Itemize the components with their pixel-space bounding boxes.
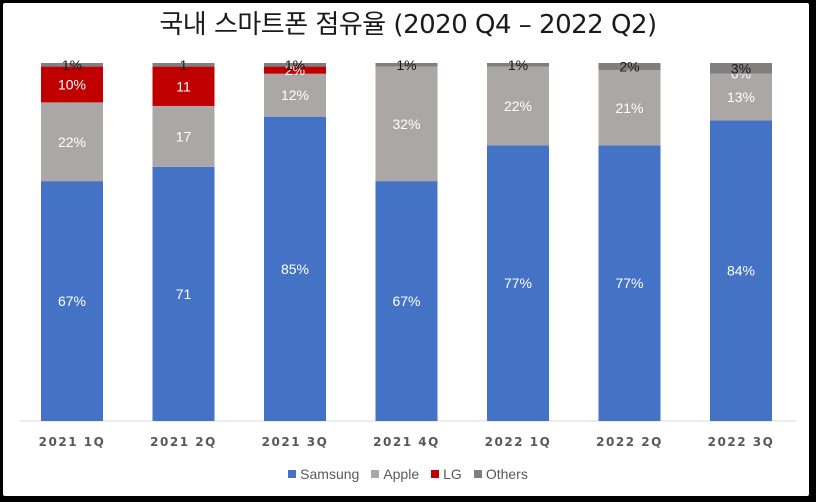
legend-item-apple: Apple bbox=[371, 466, 419, 482]
data-label-others-4: 1% bbox=[508, 57, 528, 73]
chart-title: 국내 스마트폰 점유율 (2020 Q4 – 2022 Q2) bbox=[159, 10, 657, 40]
data-label-samsung-6: 84% bbox=[727, 263, 755, 279]
data-label-others-6: 3% bbox=[731, 60, 751, 76]
data-label-samsung-0: 67% bbox=[58, 293, 86, 309]
bar-samsung-0 bbox=[41, 181, 103, 421]
bar-samsung-1 bbox=[152, 166, 215, 421]
bar-others-6 bbox=[710, 63, 772, 74]
legend-swatch-samsung bbox=[288, 470, 297, 478]
x-tick-label-5: 2022 2Q bbox=[596, 435, 663, 449]
x-tick-label-3: 2021 4Q bbox=[373, 435, 440, 449]
legend-swatch-apple bbox=[371, 470, 380, 478]
bar-lg-0 bbox=[41, 66, 103, 103]
bar-samsung-4 bbox=[487, 145, 549, 421]
data-label-samsung-2: 85% bbox=[281, 261, 309, 277]
bar-samsung-5 bbox=[598, 145, 661, 421]
bars-group: 67%22%10%1%711711185%12%2%1%67%32%1%77%2… bbox=[41, 57, 772, 421]
bar-others-5 bbox=[598, 63, 661, 71]
data-label-samsung-1: 71 bbox=[176, 286, 192, 302]
data-label-samsung-4: 77% bbox=[504, 275, 532, 291]
bar-apple-1 bbox=[152, 105, 215, 167]
x-tick-label-2: 2021 3Q bbox=[262, 435, 329, 449]
bar-apple-4 bbox=[487, 66, 549, 146]
legend-swatch-others bbox=[473, 470, 482, 478]
legend-item-samsung: Samsung bbox=[288, 466, 359, 482]
data-label-apple-6: 13% bbox=[727, 89, 755, 105]
legend-label-others: Others bbox=[485, 466, 528, 482]
data-label-apple-1: 17 bbox=[176, 128, 192, 144]
legend-label-apple: Apple bbox=[383, 466, 420, 482]
bar-others-0 bbox=[41, 63, 103, 67]
x-tick-label-1: 2021 2Q bbox=[150, 435, 217, 449]
data-label-others-3: 1% bbox=[396, 57, 416, 73]
data-label-others-5: 2% bbox=[619, 59, 639, 75]
bar-others-1 bbox=[152, 63, 215, 67]
bar-apple-2 bbox=[264, 73, 326, 117]
x-tick-label-4: 2022 1Q bbox=[485, 435, 552, 449]
data-label-apple-0: 22% bbox=[58, 134, 86, 150]
data-label-lg-1: 11 bbox=[176, 78, 191, 94]
bar-others-3 bbox=[375, 63, 438, 67]
data-label-lg-0: 10% bbox=[58, 76, 86, 92]
legend-item-lg: LG bbox=[431, 466, 462, 482]
legend-swatch-lg bbox=[431, 470, 440, 478]
bar-lg-2 bbox=[264, 66, 326, 74]
bar-apple-5 bbox=[598, 70, 661, 146]
data-label-others-2: 1% bbox=[285, 57, 305, 73]
data-label-apple-4: 22% bbox=[504, 98, 532, 114]
bar-apple-6 bbox=[710, 73, 772, 121]
bar-samsung-3 bbox=[375, 181, 438, 421]
bar-others-4 bbox=[487, 63, 549, 67]
bar-apple-3 bbox=[375, 66, 438, 182]
bar-others-2 bbox=[264, 63, 326, 67]
x-ticks-group: 2021 1Q 2021 2Q 2021 3Q 2021 4Q 2022 1Q 2022 … bbox=[39, 435, 775, 449]
legend: Samsung Apple LG Others bbox=[0, 466, 816, 482]
bar-samsung-6 bbox=[710, 120, 772, 421]
x-tick-label-0: 2021 1Q bbox=[39, 435, 106, 449]
data-label-apple-3: 32% bbox=[392, 116, 420, 132]
data-label-others-1: 1 bbox=[180, 57, 188, 73]
data-label-others-0: 1% bbox=[62, 57, 82, 73]
bar-lg-1 bbox=[152, 66, 215, 106]
bar-apple-0 bbox=[41, 102, 103, 182]
data-label-apple-2: 12% bbox=[281, 87, 309, 103]
legend-item-others: Others bbox=[473, 466, 528, 482]
bar-samsung-2 bbox=[264, 116, 326, 421]
x-tick-label-6: 2022 3Q bbox=[708, 435, 775, 449]
data-label-samsung-3: 67% bbox=[392, 293, 420, 309]
data-label-samsung-5: 77% bbox=[615, 275, 643, 291]
data-label-apple-5: 21% bbox=[615, 100, 643, 116]
legend-label-lg: LG bbox=[443, 466, 462, 482]
legend-label-samsung: Samsung bbox=[300, 466, 360, 482]
